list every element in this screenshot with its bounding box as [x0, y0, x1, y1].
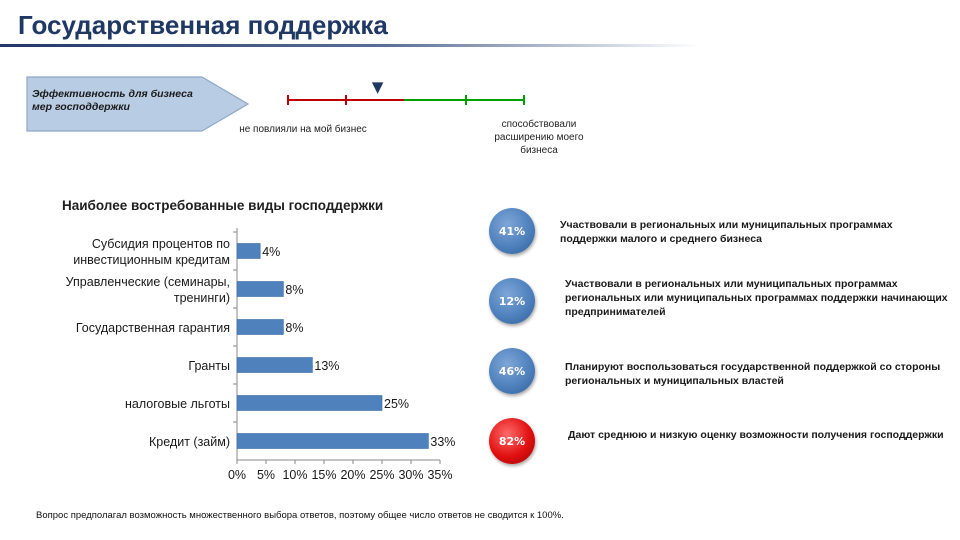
category-label: налоговые льготы — [125, 397, 230, 411]
stat-circle: 82% — [489, 418, 535, 464]
scale-left-label: не повлияли на мой бизнес — [239, 124, 367, 135]
effectiveness-label: Эффективность для бизнеса мер господдерж… — [32, 88, 193, 113]
x-tick-label: 35% — [427, 468, 452, 482]
scale-marker-icon: ▼ — [372, 80, 384, 96]
chart-title: Наиболее востребованные виды господдержк… — [62, 198, 384, 213]
x-tick-label: 0% — [228, 468, 246, 482]
data-label: 8% — [285, 283, 303, 297]
data-label: 33% — [430, 435, 455, 449]
category-label: Субсидия процентов по — [92, 237, 230, 251]
bar — [236, 319, 284, 335]
stat-circle: 41% — [489, 208, 535, 254]
effectiveness-scale: ▼ — [287, 80, 525, 105]
category-label: Кредит (займ) — [149, 435, 230, 449]
data-label: 4% — [262, 245, 280, 259]
bar — [236, 243, 261, 259]
data-label: 25% — [384, 397, 409, 411]
bar-chart: Субсидия процентов по инвестиционным кред… — [66, 228, 455, 482]
data-label: 13% — [314, 359, 339, 373]
data-label: 8% — [285, 321, 303, 335]
stat-description: Планируют воспользоваться государственно… — [565, 361, 941, 387]
category-label: инвестиционным кредитам — [73, 253, 230, 267]
category-label: тренинги) — [174, 291, 230, 305]
x-tick-label: 30% — [398, 468, 423, 482]
title-divider — [0, 44, 700, 47]
x-tick-label: 10% — [282, 468, 307, 482]
stat-description: Дают среднюю и низкую оценку возможности… — [568, 429, 944, 441]
category-label: Государственная гарантия — [76, 321, 230, 335]
category-label: Управленческие (семинары, — [66, 275, 230, 289]
scale-right-label: способствовали расширению моего бизнеса — [494, 119, 584, 156]
effectiveness-arrow-shape — [26, 76, 250, 132]
bar — [236, 357, 313, 373]
bar — [236, 281, 284, 297]
footnote: Вопрос предполагал возможность множестве… — [36, 510, 564, 521]
page-title: Государственная поддержка — [18, 10, 388, 40]
stat-circle: 46% — [489, 348, 535, 394]
stat-circle: 12% — [489, 278, 535, 324]
x-tick-label: 15% — [311, 468, 336, 482]
x-tick-label: 20% — [340, 468, 365, 482]
x-tick-label: 25% — [369, 468, 394, 482]
stat-description: Участвовали в региональных или муниципал… — [565, 278, 948, 318]
x-tick-label: 5% — [257, 468, 275, 482]
stat-description: Участвовали в региональных или муниципал… — [560, 219, 893, 245]
bar — [236, 395, 383, 411]
bar — [236, 433, 429, 449]
category-label: Гранты — [188, 359, 230, 373]
